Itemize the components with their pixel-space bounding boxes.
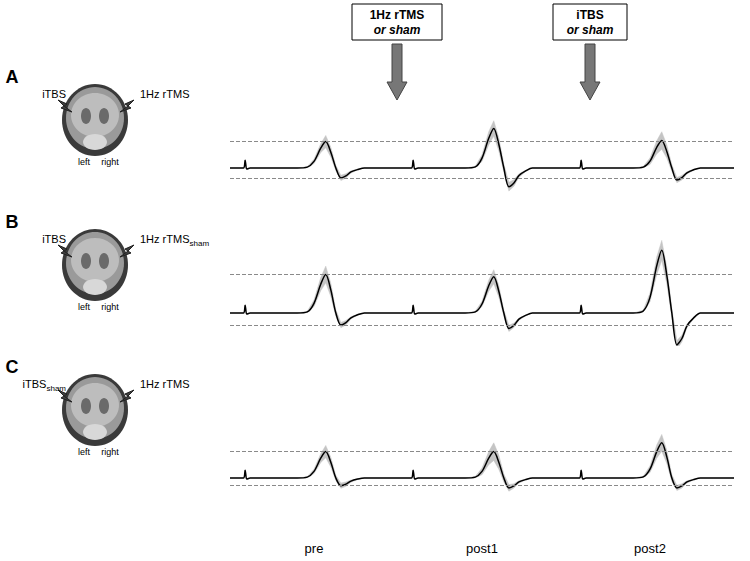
svg-text:right: right bbox=[101, 157, 119, 167]
svg-text:right: right bbox=[101, 302, 119, 312]
svg-text:1Hz rTMS: 1Hz rTMS bbox=[140, 378, 190, 390]
svg-text:left: left bbox=[78, 157, 91, 167]
svg-text:left: left bbox=[78, 302, 91, 312]
svg-text:iTBS: iTBS bbox=[42, 233, 66, 245]
svg-text:iTBS: iTBS bbox=[576, 8, 603, 22]
svg-text:B: B bbox=[6, 212, 19, 232]
svg-text:sham: sham bbox=[190, 239, 210, 248]
svg-text:post2: post2 bbox=[634, 541, 666, 556]
svg-text:iTBS: iTBS bbox=[23, 378, 47, 390]
svg-text:right: right bbox=[101, 447, 119, 457]
svg-text:C: C bbox=[6, 357, 19, 377]
svg-text:pre: pre bbox=[305, 541, 324, 556]
svg-text:1Hz rTMS: 1Hz rTMS bbox=[370, 8, 425, 22]
svg-text:A: A bbox=[6, 67, 19, 87]
svg-text:1Hz rTMS: 1Hz rTMS bbox=[140, 233, 190, 245]
svg-text:post1: post1 bbox=[466, 541, 498, 556]
svg-text:sham: sham bbox=[46, 384, 66, 393]
svg-text:iTBS: iTBS bbox=[42, 88, 66, 100]
svg-text:or sham: or sham bbox=[567, 23, 614, 37]
svg-text:or sham: or sham bbox=[374, 23, 421, 37]
svg-text:1Hz rTMS: 1Hz rTMS bbox=[140, 88, 190, 100]
svg-text:left: left bbox=[78, 447, 91, 457]
